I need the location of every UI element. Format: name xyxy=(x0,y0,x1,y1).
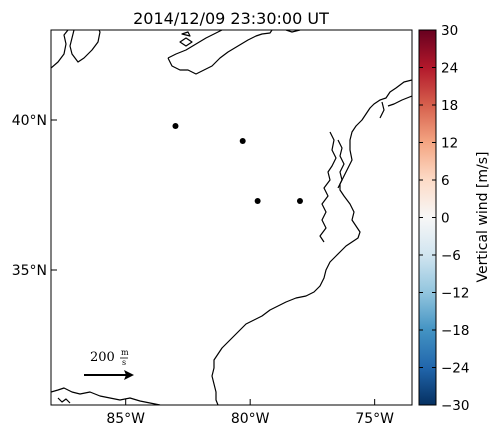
map-panel: 200 m s xyxy=(50,29,413,406)
scale-vector-value: 200 xyxy=(90,350,115,365)
longitude-tick-label: 80°W xyxy=(231,411,270,427)
station-marker xyxy=(296,198,303,204)
lake-ontario-shore xyxy=(285,30,301,33)
station-marker xyxy=(254,198,261,204)
coastlines xyxy=(51,30,412,405)
latitude-tick-label: 40°N xyxy=(12,113,47,129)
colorbar-tick-label: 30 xyxy=(441,23,458,39)
longitude-ticks: 85°W 80°W 75°W xyxy=(106,399,394,427)
station-markers xyxy=(172,123,303,204)
atlantic-coastline xyxy=(211,79,412,405)
colorbar-tick-label: −6 xyxy=(441,248,461,264)
map-frame xyxy=(50,29,413,406)
colorbar: 30 24 18 12 6 0 −6 −12 −18 −24 −30 Vertical wind [… xyxy=(418,23,491,414)
colorbar-tick-label: 0 xyxy=(441,211,450,227)
station-marker xyxy=(172,123,179,129)
scale-vector: 200 m s xyxy=(84,348,134,380)
scale-vector-unit-den: s xyxy=(122,358,126,367)
mobile-bay-shore xyxy=(57,397,71,404)
colorbar-tick-label: 12 xyxy=(441,136,458,152)
colorbar-tick-label: −30 xyxy=(441,398,470,414)
colorbar-tick-label: 24 xyxy=(441,61,458,77)
gulf-coastline xyxy=(51,387,161,405)
latitude-ticks: 40°N 35°N xyxy=(12,113,57,279)
colorbar-tick-label: −12 xyxy=(441,286,470,302)
lake-erie-islands xyxy=(179,31,193,47)
colorbar-tick-label: −18 xyxy=(441,323,470,339)
lake-michigan-shore xyxy=(51,30,101,69)
scale-vector-unit-num: m xyxy=(121,348,129,357)
station-marker xyxy=(239,138,246,144)
longitude-tick-label: 85°W xyxy=(106,411,145,427)
colorbar-tick-label: −24 xyxy=(441,361,470,377)
colorbar-tick-label: 6 xyxy=(441,173,450,189)
long-island-shore xyxy=(379,95,412,119)
colorbar-ticks: 30 24 18 12 6 0 −6 −12 −18 −24 −30 xyxy=(419,23,470,414)
scale-vector-arrow-head xyxy=(124,370,134,380)
colorbar-tick-label: 18 xyxy=(441,98,458,114)
map-background xyxy=(51,30,412,405)
chesapeake-bay-shore xyxy=(319,131,345,243)
longitude-tick-label: 75°W xyxy=(355,411,394,427)
latitude-tick-label: 35°N xyxy=(12,263,47,279)
colorbar-label: Vertical wind [m/s] xyxy=(475,152,491,283)
figure-title: 2014/12/09 23:30:00 UT xyxy=(133,9,329,28)
lake-erie-shore xyxy=(167,30,273,75)
